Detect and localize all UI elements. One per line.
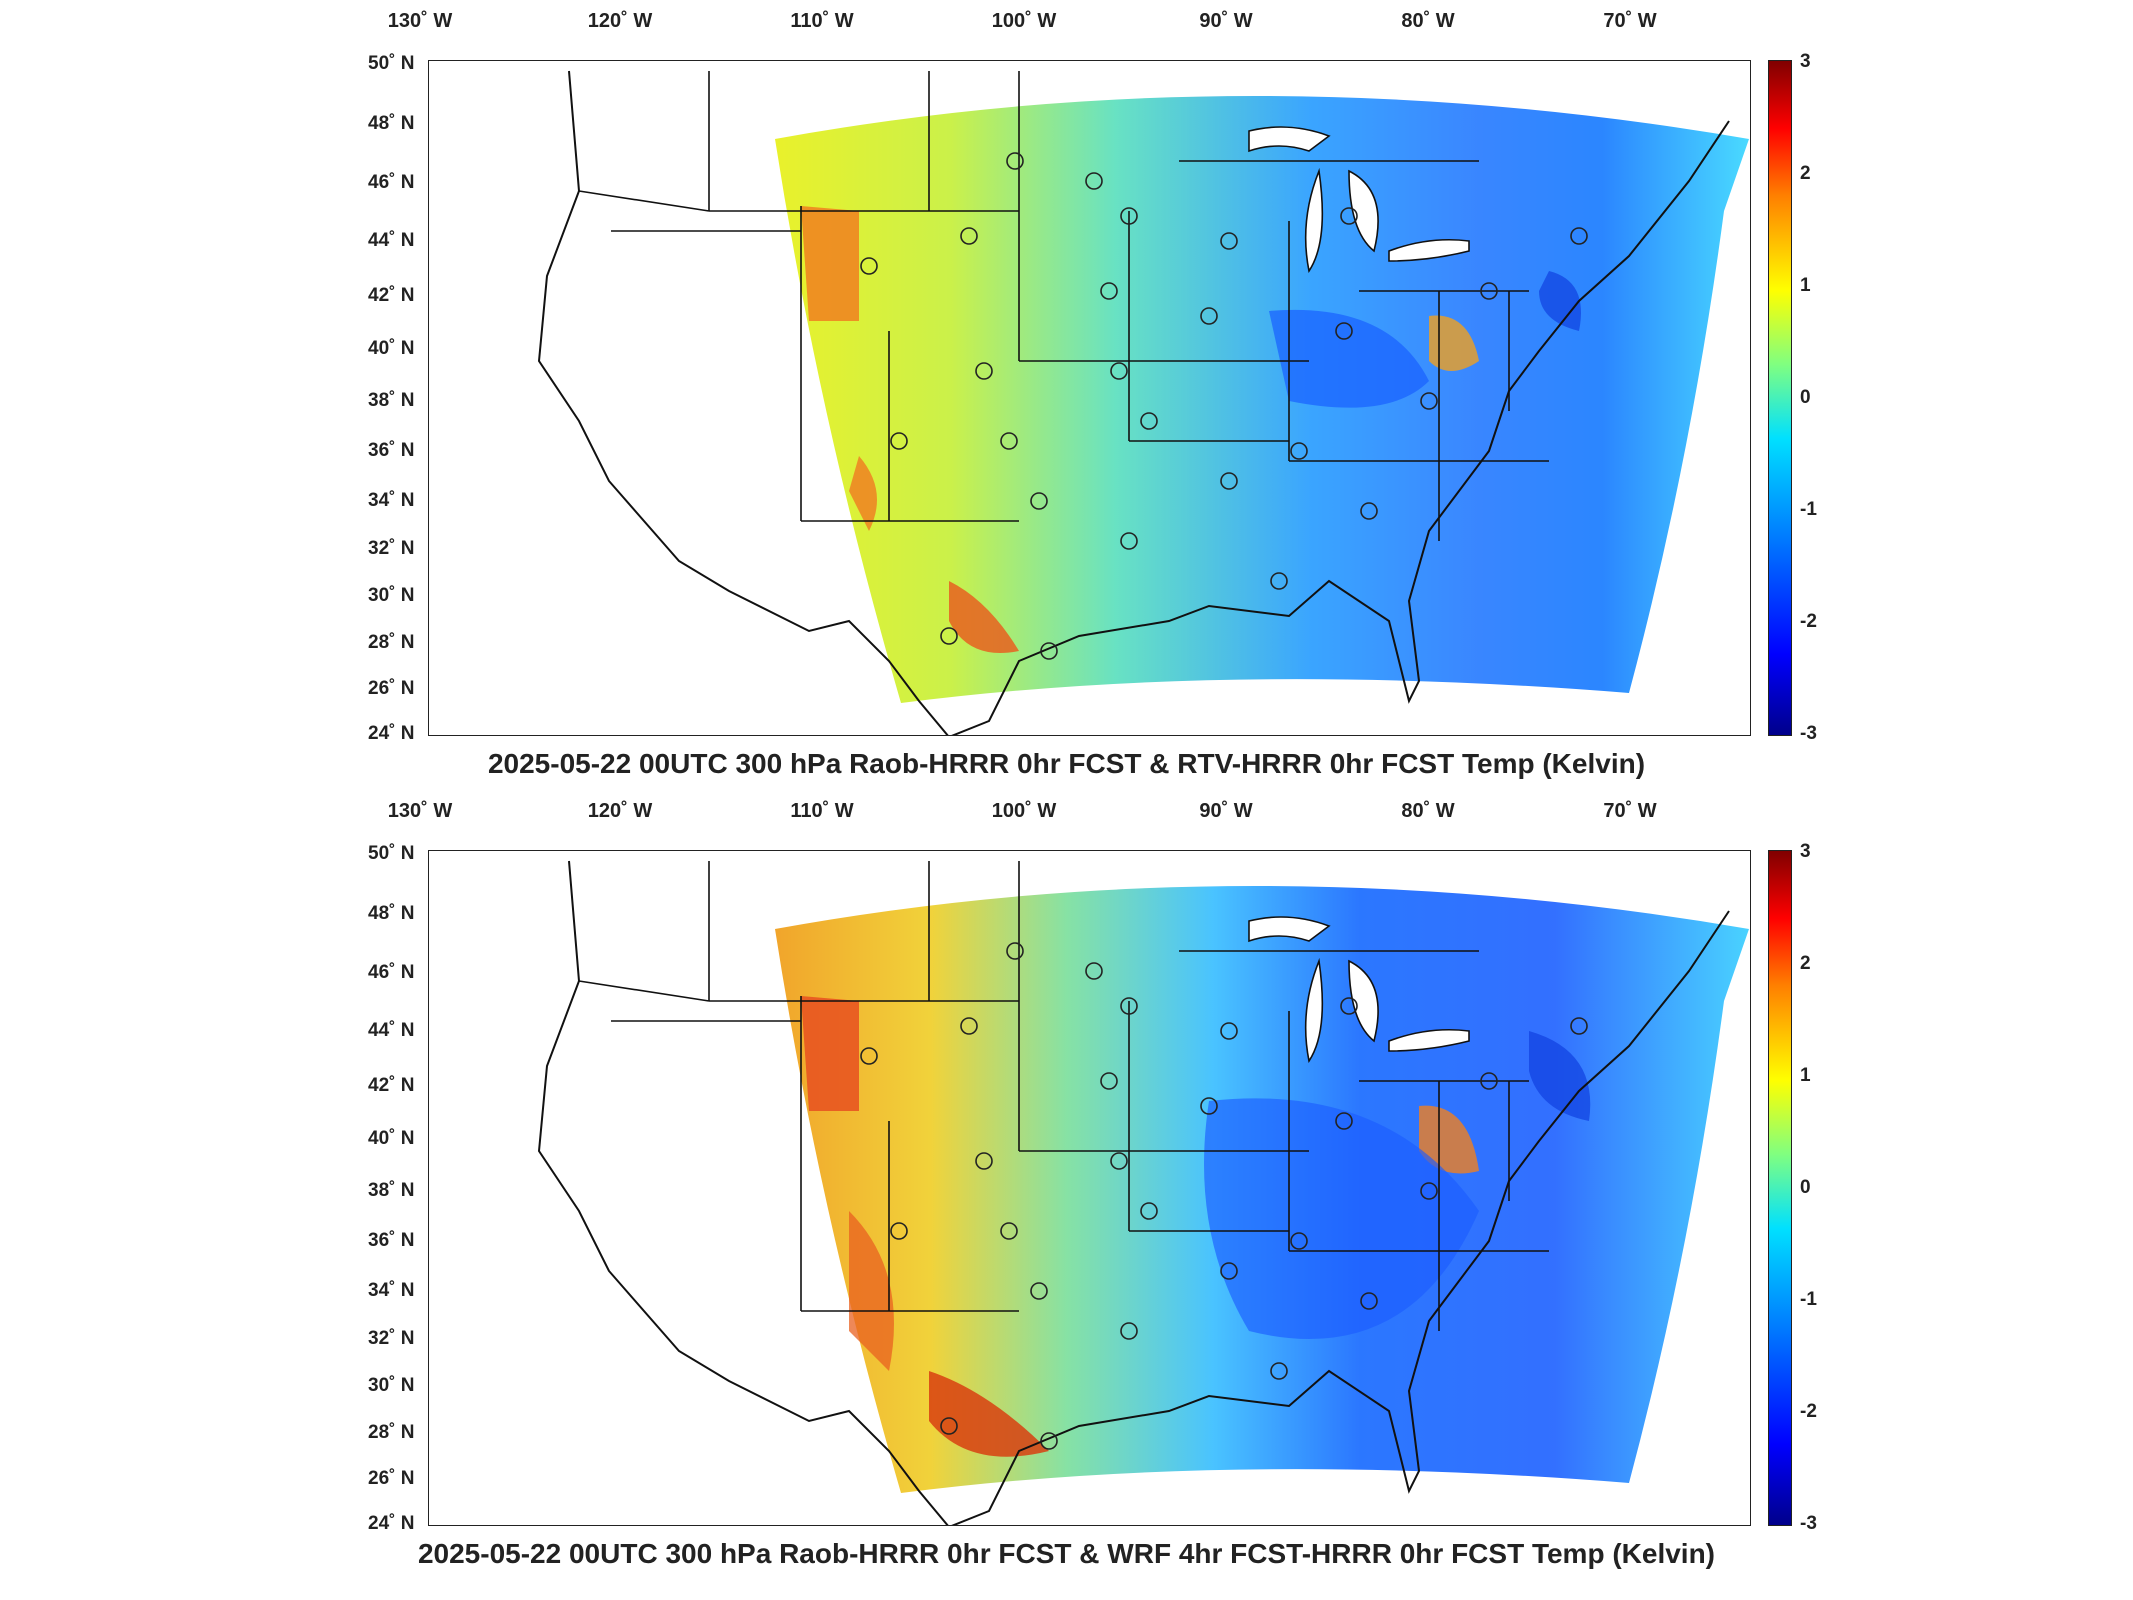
lon-label: 70˚ W	[1603, 800, 1657, 822]
lat-label: 32˚ N	[368, 1328, 415, 1349]
station-markers	[860, 942, 1588, 1450]
lat-label: 28˚ N	[368, 632, 415, 653]
lat-label: 24˚ N	[368, 723, 415, 744]
colorbar-tick: 0	[1800, 1177, 1811, 1198]
lat-label: 34˚ N	[368, 490, 415, 511]
lat-label: 28˚ N	[368, 1422, 415, 1443]
colorbar-tick: -2	[1800, 1401, 1817, 1422]
lat-label: 46˚ N	[368, 962, 415, 983]
lat-label: 26˚ N	[368, 1468, 415, 1489]
lat-label: 24˚ N	[368, 1513, 415, 1534]
lat-label: 50˚ N	[368, 53, 415, 74]
temperature-field-map	[537, 70, 1749, 735]
lon-label: 110˚ W	[790, 10, 854, 32]
lon-label: 120˚ W	[587, 800, 653, 822]
lat-label: 44˚ N	[368, 230, 415, 251]
colorbar-tick: 1	[1800, 275, 1811, 296]
colorbar-tick: -1	[1800, 499, 1817, 520]
lon-label: 90˚ W	[1199, 10, 1253, 32]
lat-label: 36˚ N	[368, 440, 415, 461]
lat-label: 38˚ N	[368, 1180, 415, 1201]
map-panel-bottom: 130˚ W 120˚ W 110˚ W 100˚ W 90˚ W 80˚ W …	[0, 790, 2133, 1590]
colorbar-tick: 3	[1800, 841, 1811, 862]
station-markers	[860, 152, 1588, 660]
colorbar-tick: 2	[1800, 163, 1811, 184]
lat-label: 42˚ N	[368, 1075, 415, 1096]
lat-label: 40˚ N	[368, 1128, 415, 1149]
map-area	[428, 850, 1751, 1526]
lat-label: 38˚ N	[368, 390, 415, 411]
lat-label: 48˚ N	[368, 113, 415, 134]
lat-label: 40˚ N	[368, 338, 415, 359]
lat-label: 32˚ N	[368, 538, 415, 559]
colorbar-tick: -1	[1800, 1289, 1817, 1310]
lon-label: 100˚ W	[991, 800, 1057, 822]
map-area	[428, 60, 1751, 736]
lat-label: 36˚ N	[368, 1230, 415, 1251]
lat-label: 46˚ N	[368, 172, 415, 193]
lat-label: 50˚ N	[368, 843, 415, 864]
lat-label: 48˚ N	[368, 903, 415, 924]
temperature-field-map	[537, 860, 1749, 1525]
lon-label: 80˚ W	[1401, 10, 1455, 32]
map-panel-top: 130˚ W 120˚ W 110˚ W 100˚ W 90˚ W 80˚ W …	[368, 10, 1817, 779]
lat-label: 30˚ N	[368, 585, 415, 606]
colorbar-tick: -3	[1800, 723, 1817, 744]
lon-label: 120˚ W	[587, 10, 653, 32]
panel-title: 2025-05-22 00UTC 300 hPa Raob-HRRR 0hr F…	[487, 748, 1646, 779]
lon-label: 100˚ W	[991, 10, 1057, 32]
colorbar-tick: 1	[1800, 1065, 1811, 1086]
lat-label: 42˚ N	[368, 285, 415, 306]
lat-label: 30˚ N	[368, 1375, 415, 1396]
colorbar	[1768, 60, 1792, 736]
colorbar-tick: 0	[1800, 387, 1811, 408]
colorbar-tick: 2	[1800, 953, 1811, 974]
lat-label: 44˚ N	[368, 1020, 415, 1041]
panel-title: 2025-05-22 00UTC 300 hPa Raob-HRRR 0hr F…	[417, 1538, 1716, 1569]
colorbar-tick: -2	[1800, 611, 1817, 632]
lon-label: 70˚ W	[1603, 10, 1657, 32]
colorbar	[1768, 850, 1792, 1526]
colorbar-tick: 3	[1800, 51, 1811, 72]
lat-label: 34˚ N	[368, 1280, 415, 1301]
lon-label: 130˚ W	[387, 10, 453, 32]
lon-label: 90˚ W	[1199, 800, 1253, 822]
colorbar-tick: -3	[1800, 1513, 1817, 1534]
lon-label: 130˚ W	[387, 800, 453, 822]
lon-label: 80˚ W	[1401, 800, 1455, 822]
lon-label: 110˚ W	[790, 800, 854, 822]
lat-label: 26˚ N	[368, 678, 415, 699]
